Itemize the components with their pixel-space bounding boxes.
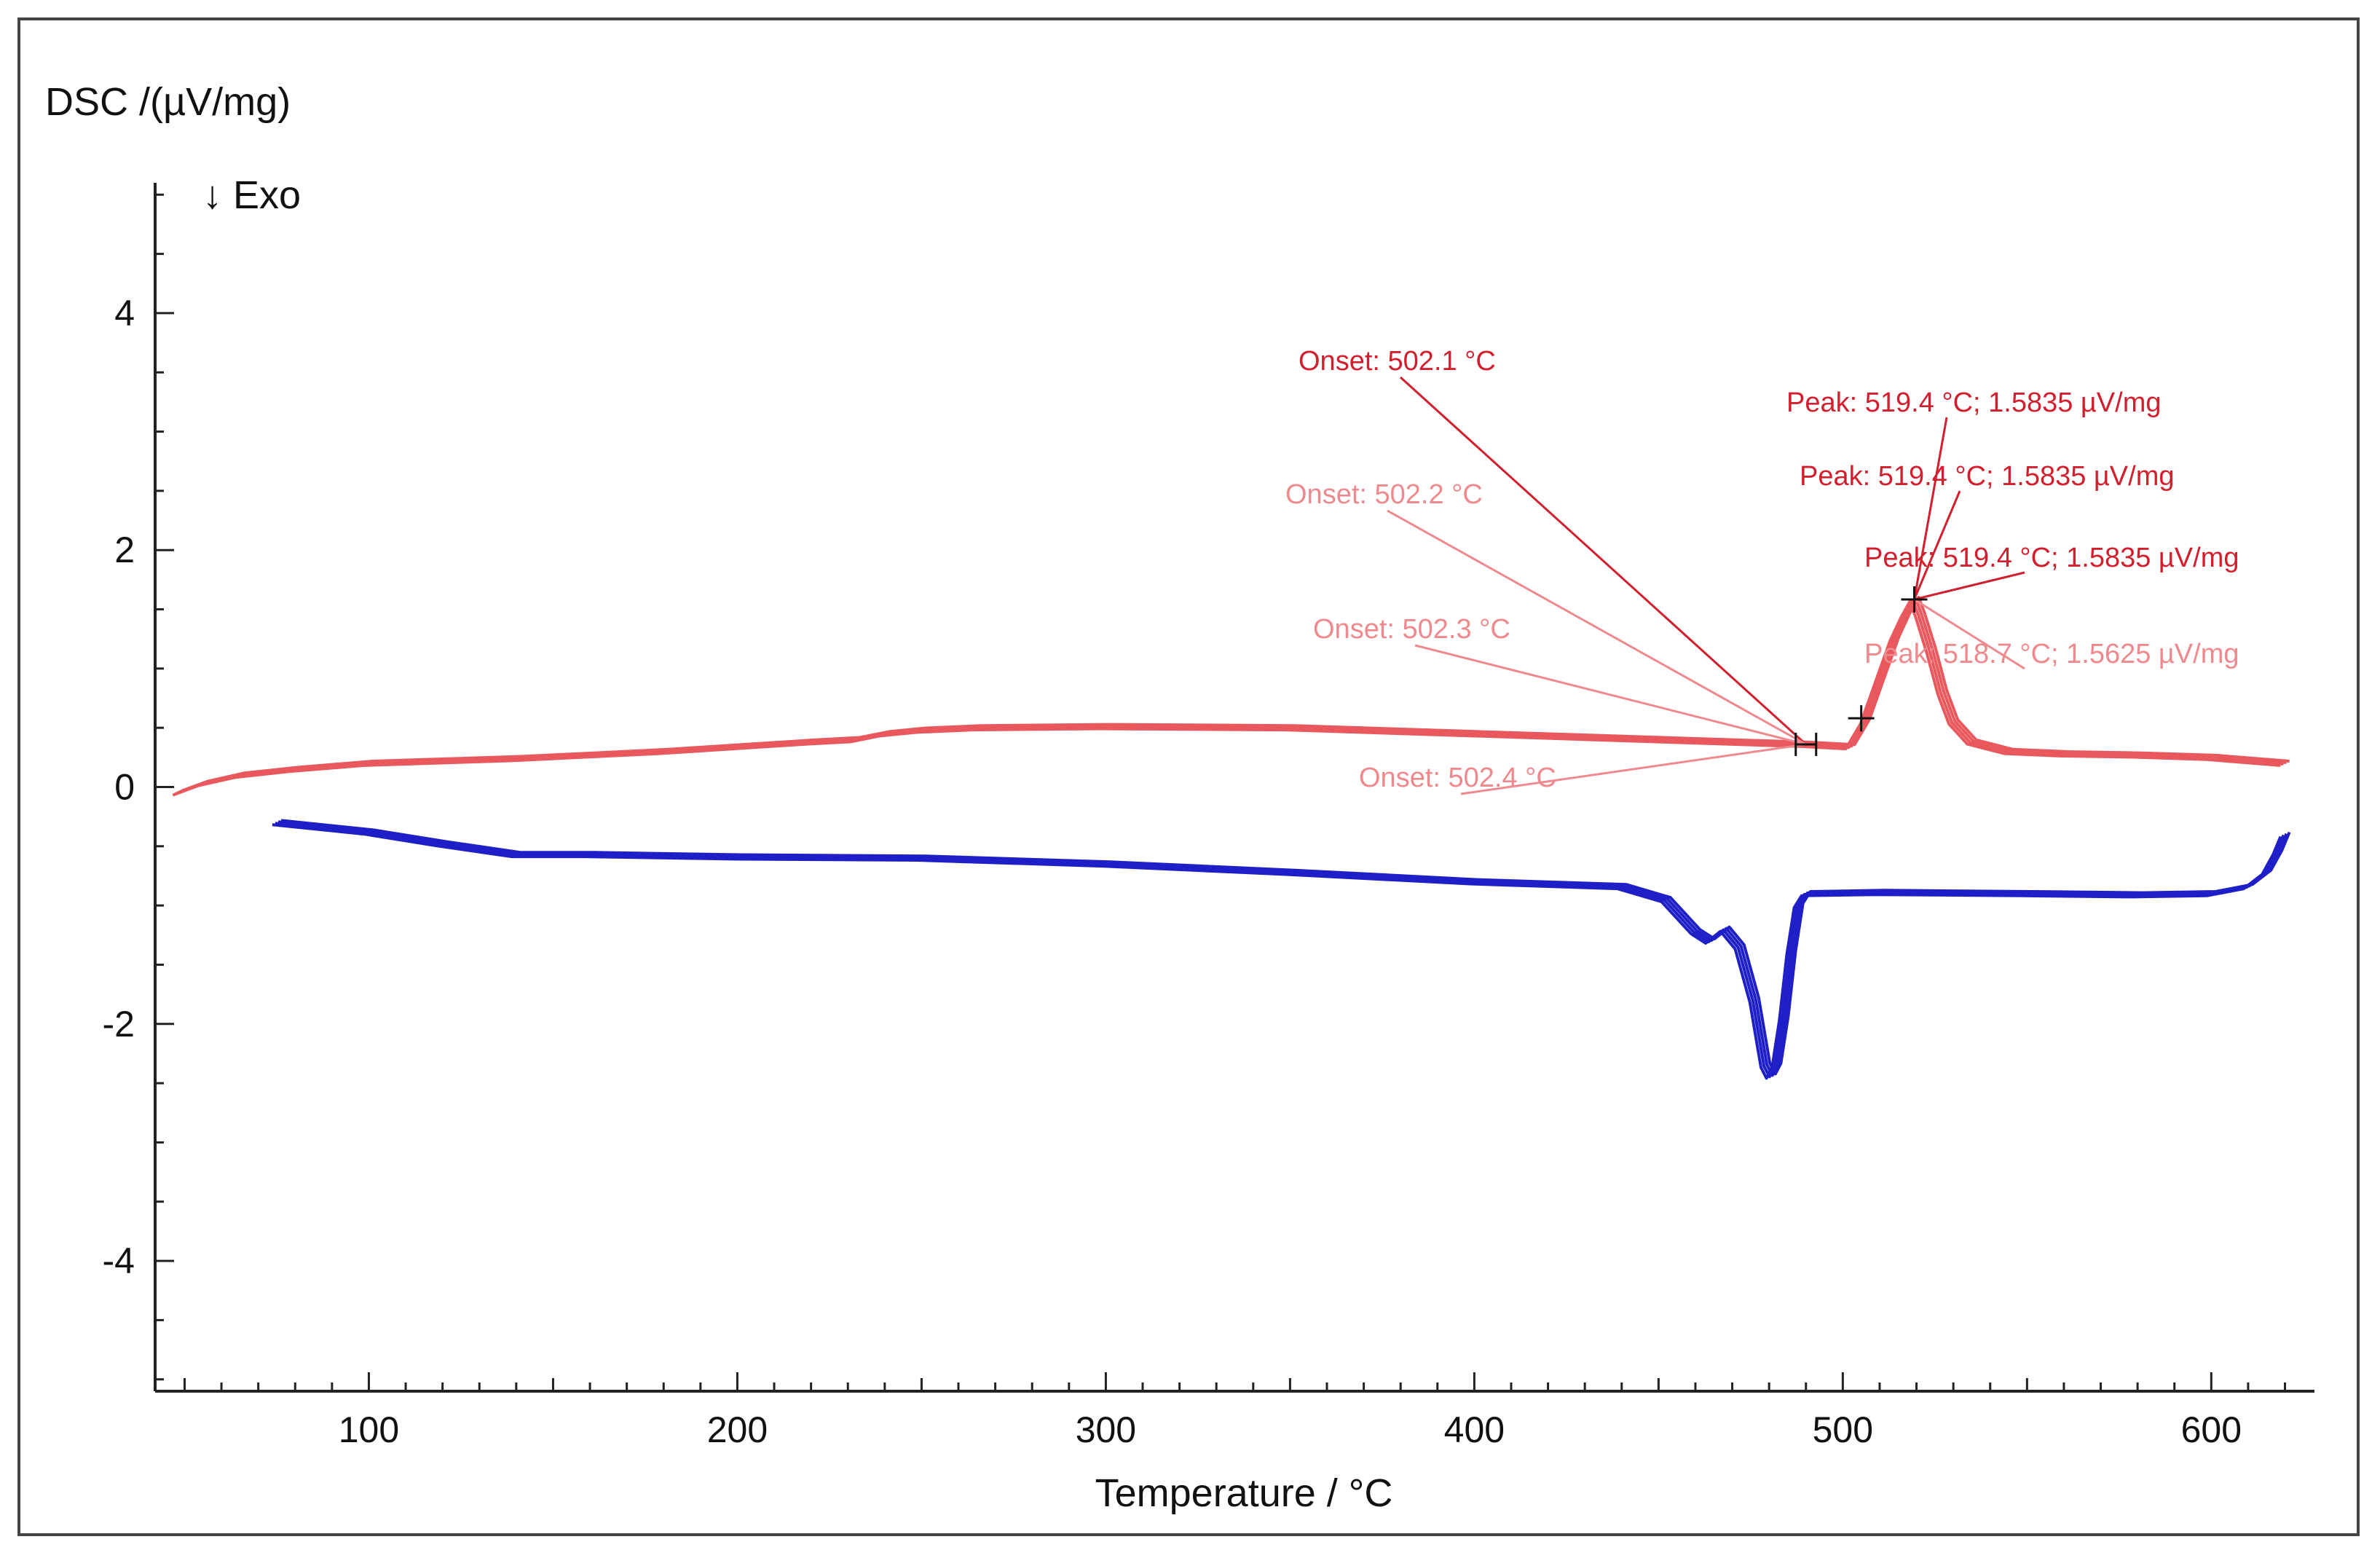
onset-label-2: Onset: 502.2 °C: [1285, 479, 1483, 510]
peak-label-3: Peak: 519.4 °C; 1.5835 µV/mg: [1864, 543, 2239, 573]
y-tick-label: -2: [103, 1004, 135, 1044]
annotation-leader: [1387, 509, 1807, 746]
annotation-leader: [1914, 571, 2025, 601]
x-tick-label: 100: [339, 1409, 399, 1450]
peak-label-2: Peak: 519.4 °C; 1.5835 µV/mg: [1800, 461, 2175, 492]
tick-labels: 100 200 300 400 500 600 -4 -2 0 2 4: [103, 293, 2242, 1450]
cooling-curve: [272, 823, 2282, 1080]
heating-curve: [181, 596, 2290, 792]
annotation-leader: [1460, 743, 1806, 795]
cooling-curve: [275, 822, 2285, 1079]
chart-frame: 100 200 300 400 500 600 -4 -2 0 2 4 DSC /(µV/mg) ↓…: [17, 17, 2360, 1536]
annotation-leader: [1913, 417, 1948, 600]
annotation-leader: [1399, 376, 1807, 746]
annotation-leader: [1913, 490, 1961, 600]
x-tick-label: 600: [2181, 1409, 2242, 1450]
x-axis-title: Temperature / °C: [1095, 1471, 1393, 1515]
annotations: Onset: 502.1 °C Onset: 502.2 °C Onset: 5…: [1285, 346, 2239, 793]
peak-label-4: Peak: 518.7 °C; 1.5625 µV/mg: [1864, 639, 2239, 669]
onset-label-4: Onset: 502.4 °C: [1359, 763, 1556, 793]
x-tick-label: 400: [1444, 1409, 1505, 1450]
y-tick-label: 2: [114, 530, 135, 570]
y-tick-label: 0: [114, 767, 135, 808]
series-layer: [172, 596, 2291, 1080]
annotation-leaders: [1387, 376, 2025, 795]
markers: [1794, 586, 1928, 756]
peak-marker: [1901, 586, 1928, 613]
ticks: [155, 193, 2287, 1391]
x-tick-label: 200: [707, 1409, 768, 1450]
y-tick-label: 4: [114, 293, 135, 334]
peak-label-1: Peak: 519.4 °C; 1.5835 µV/mg: [1786, 387, 2162, 418]
annotation-leader: [1913, 598, 2025, 670]
onset-marker: [1794, 732, 1818, 756]
y-axis-title: DSC /(µV/mg): [45, 80, 291, 124]
onset-label-3: Onset: 502.3 °C: [1313, 614, 1510, 645]
exo-direction-label: ↓ Exo: [202, 173, 301, 217]
dsc-chart: 100 200 300 400 500 600 -4 -2 0 2 4 DSC /(µV/mg) ↓…: [45, 80, 2314, 1515]
axes: [154, 183, 2314, 1393]
cooling-curve: [277, 820, 2288, 1077]
heating-curve: [175, 598, 2284, 795]
onset-label-1: Onset: 502.1 °C: [1299, 346, 1496, 377]
cooling-curve: [280, 819, 2291, 1076]
annotation-leader: [1414, 644, 1807, 746]
inflection-marker: [1848, 705, 1875, 732]
y-tick-label: -4: [103, 1240, 135, 1281]
heating-curve: [178, 597, 2287, 794]
x-tick-label: 500: [1813, 1409, 1873, 1450]
x-tick-label: 300: [1076, 1409, 1136, 1450]
